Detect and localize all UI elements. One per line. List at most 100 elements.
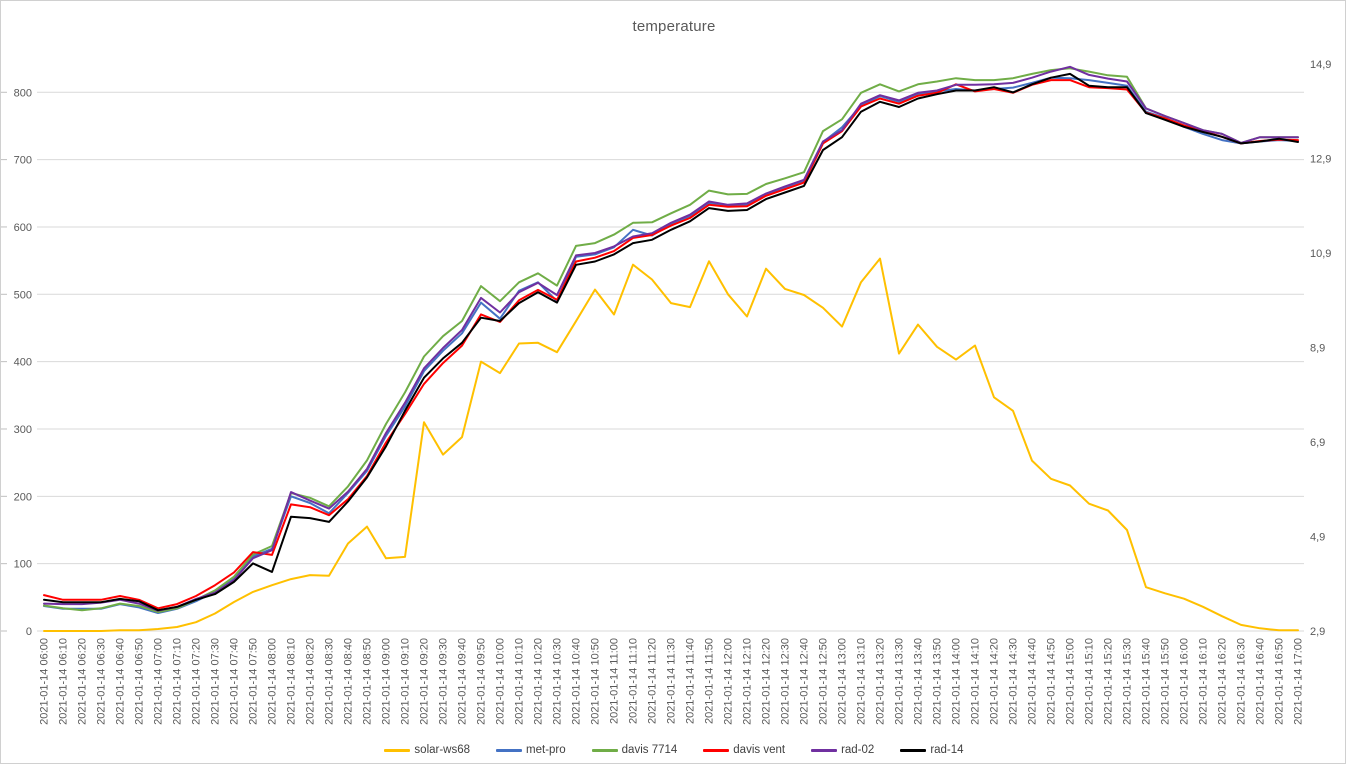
legend-swatch-rad-14 xyxy=(900,748,927,752)
x-axis-tick-label: 2021-01-14 08:30 xyxy=(324,638,336,725)
x-axis-tick-label: 2021-01-14 13:10 xyxy=(856,638,868,725)
legend-swatch-rad-02 xyxy=(811,748,838,752)
left-axis-tick-label: 700 xyxy=(14,155,32,167)
legend-item-rad-02: rad-02 xyxy=(811,744,874,756)
x-axis-tick-label: 2021-01-14 09:00 xyxy=(381,638,393,725)
x-axis-tick-label: 2021-01-14 11:10 xyxy=(628,638,640,724)
x-axis-tick-label: 2021-01-14 12:00 xyxy=(723,638,735,725)
x-axis-tick-label: 2021-01-14 06:00 xyxy=(39,638,51,725)
legend-item-rad-14: rad-14 xyxy=(900,744,964,756)
x-axis-tick-label: 2021-01-14 15:50 xyxy=(1160,638,1172,725)
x-axis-tick-label: 2021-01-14 15:10 xyxy=(1084,638,1096,725)
x-axis-tick-label: 2021-01-14 14:00 xyxy=(951,638,963,725)
x-axis-tick-label: 2021-01-14 09:30 xyxy=(438,638,450,725)
series-line-rad-14 xyxy=(43,72,1299,612)
x-axis-tick-label: 2021-01-14 12:10 xyxy=(742,638,754,725)
right-axis-tick-label: 6,9 xyxy=(1310,437,1325,449)
legend-label: solar-ws68 xyxy=(414,744,471,756)
legend-label: davis vent xyxy=(733,744,786,756)
x-axis-tick-label: 2021-01-14 07:50 xyxy=(248,638,260,725)
x-axis-tick-label: 2021-01-14 15:20 xyxy=(1103,638,1115,725)
x-axis-tick-label: 2021-01-14 07:20 xyxy=(191,638,203,725)
right-axis-tick-label: 4,9 xyxy=(1310,532,1325,544)
x-axis-tick-label: 2021-01-14 10:50 xyxy=(590,638,602,725)
x-axis-tick-label: 2021-01-14 08:00 xyxy=(267,638,279,725)
x-axis-tick-label: 2021-01-14 09:50 xyxy=(476,638,488,725)
left-axis-tick-label: 800 xyxy=(14,87,32,99)
x-axis-tick-label: 2021-01-14 10:30 xyxy=(552,638,564,725)
right-axis-tick-label: 14,9 xyxy=(1310,59,1331,71)
x-axis-tick-label: 2021-01-14 15:30 xyxy=(1122,638,1134,725)
x-axis-tick-label: 2021-01-14 11:40 xyxy=(685,638,697,724)
x-axis-tick-label: 2021-01-14 06:50 xyxy=(134,638,146,725)
legend-item-met-pro: met-pro xyxy=(496,744,566,756)
x-axis-tick-label: 2021-01-14 06:40 xyxy=(115,638,127,725)
x-axis-tick-label: 2021-01-14 07:30 xyxy=(210,638,222,725)
series-line-met-pro xyxy=(43,76,1299,614)
x-axis-tick-label: 2021-01-14 15:40 xyxy=(1141,638,1153,725)
x-axis-tick-label: 2021-01-14 10:10 xyxy=(514,638,526,725)
legend-item-davis-vent: davis vent xyxy=(703,744,785,756)
x-axis-tick-label: 2021-01-14 06:10 xyxy=(58,638,70,725)
x-axis-tick-label: 2021-01-14 17:00 xyxy=(1293,638,1305,725)
x-axis-tick-label: 2021-01-14 13:40 xyxy=(913,638,925,725)
x-axis-tick-label: 2021-01-14 16:00 xyxy=(1179,638,1191,725)
x-axis-tick-label: 2021-01-14 06:20 xyxy=(77,638,89,725)
x-axis-tick-label: 2021-01-14 13:30 xyxy=(894,638,906,725)
x-axis-tick-label: 2021-01-14 06:30 xyxy=(96,638,108,725)
x-axis-tick-label: 2021-01-14 16:50 xyxy=(1274,638,1286,725)
x-axis-tick-label: 2021-01-14 15:00 xyxy=(1065,638,1077,725)
chart-title: temperature xyxy=(632,18,716,35)
x-axis-tick-label: 2021-01-14 11:20 xyxy=(647,638,659,724)
x-axis-tick-label: 2021-01-14 13:20 xyxy=(875,638,887,725)
x-axis-tick-label: 2021-01-14 16:20 xyxy=(1217,638,1229,725)
x-axis-tick-label: 2021-01-14 09:40 xyxy=(457,638,469,725)
x-axis-tick-label: 2021-01-14 11:00 xyxy=(609,638,621,724)
right-axis-tick-label: 10,9 xyxy=(1310,248,1331,260)
legend-label: davis 7714 xyxy=(621,744,678,756)
x-axis-tick-label: 2021-01-14 14:50 xyxy=(1046,638,1058,725)
x-axis-tick-label: 2021-01-14 08:40 xyxy=(343,638,355,725)
legend-item-davis-7714: davis 7714 xyxy=(591,744,678,756)
series-line-rad-02 xyxy=(43,65,1299,612)
x-axis-tick-label: 2021-01-14 14:20 xyxy=(989,638,1001,725)
x-axis-tick-label: 2021-01-14 12:40 xyxy=(799,638,811,725)
legend-swatch-solar-ws68 xyxy=(384,748,411,752)
left-axis-tick-label: 600 xyxy=(14,222,32,234)
x-axis-tick-label: 2021-01-14 08:50 xyxy=(362,638,374,725)
x-axis-tick-label: 2021-01-14 14:10 xyxy=(970,638,982,725)
x-axis-tick-label: 2021-01-14 12:30 xyxy=(780,638,792,725)
x-axis-tick-label: 2021-01-14 09:20 xyxy=(419,638,431,725)
left-axis-tick-label: 200 xyxy=(14,491,32,503)
legend-swatch-davis-7714 xyxy=(591,748,618,752)
series-line-solar-ws68 xyxy=(43,257,1299,632)
x-axis-tick-label: 2021-01-14 08:20 xyxy=(305,638,317,725)
legend-swatch-met-pro xyxy=(496,748,523,752)
chart-legend: solar-ws68 met-pro davis 7714 davis vent rad… xyxy=(1,744,1345,756)
x-axis-tick-label: 2021-01-14 12:20 xyxy=(761,638,773,725)
x-axis-tick-label: 2021-01-14 16:30 xyxy=(1236,638,1248,725)
legend-label: met-pro xyxy=(526,744,566,756)
x-axis-tick-label: 2021-01-14 10:00 xyxy=(495,638,507,725)
left-axis-tick-label: 100 xyxy=(14,559,32,571)
x-axis-tick-label: 2021-01-14 13:50 xyxy=(932,638,944,725)
x-axis-tick-label: 2021-01-14 10:20 xyxy=(533,638,545,725)
x-axis-tick-label: 2021-01-14 14:40 xyxy=(1027,638,1039,725)
x-axis-tick-label: 2021-01-14 07:40 xyxy=(229,638,241,725)
series-line-davis-7714 xyxy=(43,67,1299,614)
legend-label: rad-14 xyxy=(930,744,964,756)
legend-swatch-davis-vent xyxy=(703,748,730,752)
left-axis-tick-label: 300 xyxy=(14,424,32,436)
x-axis-tick-label: 2021-01-14 13:00 xyxy=(837,638,849,725)
x-axis-tick-label: 2021-01-14 16:40 xyxy=(1255,638,1267,725)
x-axis-tick-label: 2021-01-14 07:10 xyxy=(172,638,184,725)
x-axis-tick-label: 2021-01-14 16:10 xyxy=(1198,638,1210,725)
series-line-davis-vent xyxy=(43,79,1299,610)
x-axis-tick-label: 2021-01-14 10:40 xyxy=(571,638,583,725)
right-axis-tick-label: 2,9 xyxy=(1310,626,1325,638)
x-axis-tick-label: 2021-01-14 11:30 xyxy=(666,638,678,724)
legend-label: rad-02 xyxy=(841,744,875,756)
x-axis-tick-label: 2021-01-14 08:10 xyxy=(286,638,298,725)
